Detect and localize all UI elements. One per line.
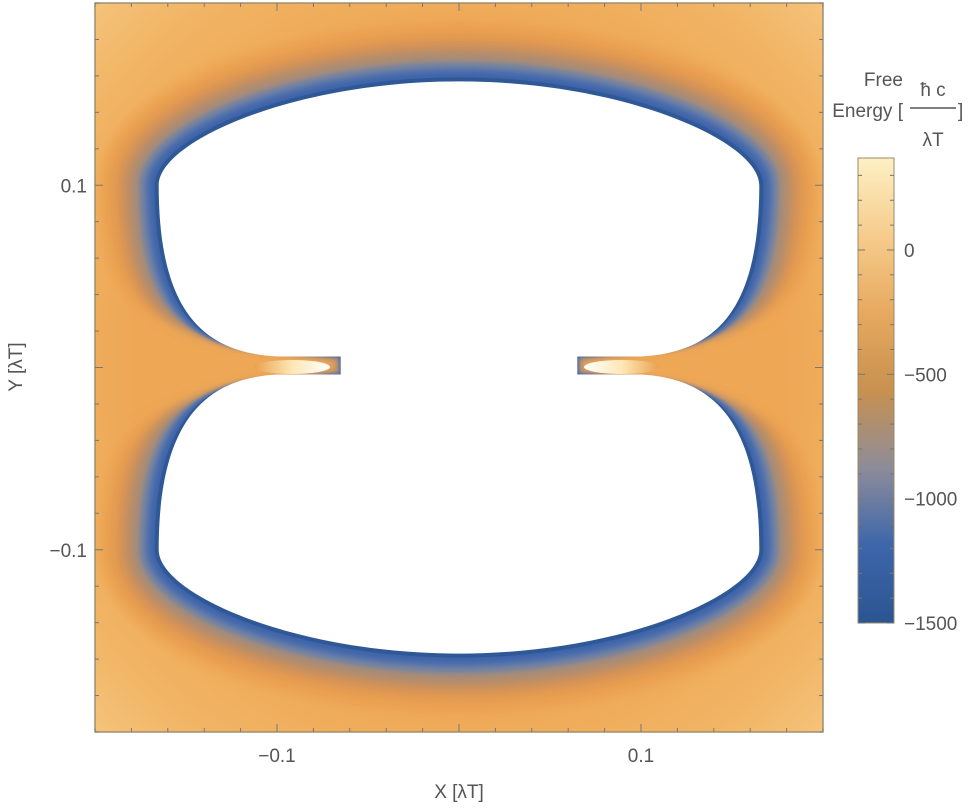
colorbar-title-line1: Free: [864, 70, 903, 91]
x-tick-label: −0.1: [258, 746, 296, 767]
neck-tip-right: [584, 360, 660, 374]
x-axis-label: X [λT]: [434, 782, 484, 803]
plot-area: [95, 3, 823, 732]
colorbar-tick-label: 0: [904, 241, 915, 262]
colorbar-unit-denominator: λT: [922, 130, 944, 151]
y-tick-label: −0.1: [49, 541, 87, 562]
colorbar-tick-label: −1500: [904, 614, 957, 635]
neck-tip-left: [254, 360, 330, 374]
colorbar-tick-label: −500: [904, 365, 947, 386]
y-tick-label: 0.1: [61, 176, 87, 197]
colorbar-unit-bracket: ]: [958, 101, 963, 122]
colorbar-title-line2: Energy [: [832, 101, 903, 122]
colorbar: Free Energy [ ħ c ] λT 0 −500 −1000 −1500: [832, 70, 963, 635]
colorbar-tick-label: −1000: [904, 490, 957, 511]
axis-tick-labels: −0.1 0.1 0.1 −0.1: [49, 176, 654, 767]
excluded-region: [158, 81, 760, 654]
colorbar-unit-numerator: ħ c: [920, 80, 945, 101]
y-axis-label: Y [λT]: [6, 342, 27, 391]
colorbar-tick-labels: 0 −500 −1000 −1500: [904, 241, 957, 635]
axis-ticks: [94, 2, 824, 733]
colorbar-bar: [857, 157, 895, 624]
x-tick-label: 0.1: [628, 746, 654, 767]
colorbar-ticks: [858, 174, 894, 624]
